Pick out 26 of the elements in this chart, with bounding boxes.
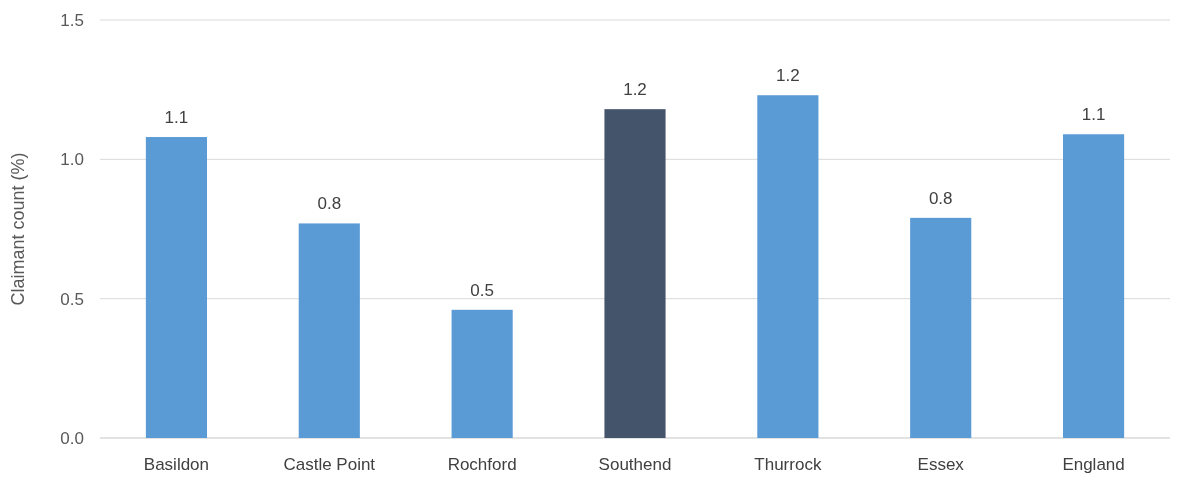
x-tick-label: Southend: [598, 455, 672, 474]
data-label: 1.1: [164, 108, 189, 128]
x-tick-label: Rochford: [447, 455, 517, 474]
y-axis-title: Claimant count (%): [8, 152, 28, 306]
bar: [298, 223, 360, 438]
x-tick-label: Essex: [917, 455, 965, 474]
y-tick-label: 0.5: [60, 289, 84, 309]
data-label: 1.2: [623, 80, 647, 100]
data-label: 1.2: [776, 66, 800, 86]
y-tick-label: 1.0: [60, 150, 84, 170]
y-tick-label: 1.5: [60, 10, 84, 30]
data-label: 1.1: [1081, 105, 1106, 125]
data-label: 0.8: [928, 188, 953, 208]
x-tick-label: Castle Point: [283, 455, 376, 474]
bar: [604, 109, 666, 438]
data-label: 0.8: [317, 194, 342, 214]
y-tick-label: 0.0: [60, 428, 84, 448]
x-tick-label: England: [1062, 455, 1125, 474]
data-label: 0.5: [470, 280, 494, 300]
bar: [145, 137, 207, 438]
bar: [1063, 134, 1125, 438]
bar: [757, 95, 819, 438]
x-tick-label: Thurrock: [754, 455, 822, 474]
bar: [910, 217, 972, 438]
bar: [451, 309, 513, 438]
x-tick-label: Basildon: [143, 455, 210, 474]
